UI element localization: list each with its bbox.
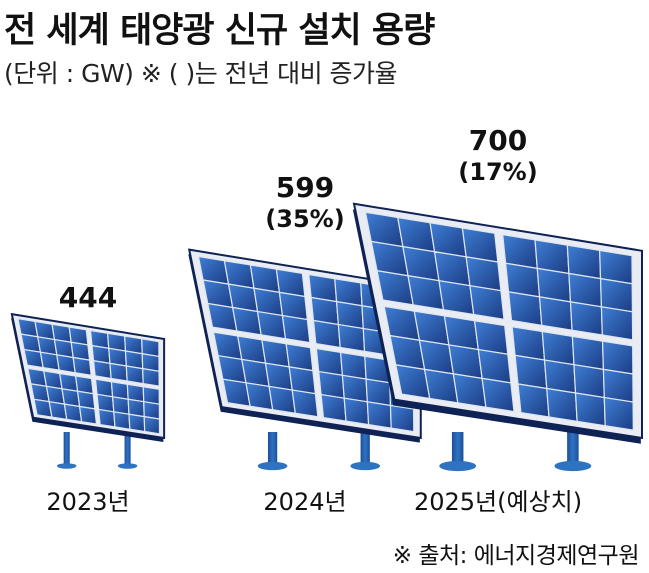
panel-cell [517, 383, 550, 418]
panel-cell [256, 310, 287, 340]
panel-cell [320, 393, 347, 422]
panel-post-foot [350, 461, 381, 471]
panel-cell [573, 363, 605, 399]
panel-cell [231, 306, 262, 336]
panel-post [360, 432, 370, 464]
panel-cell [477, 348, 512, 384]
panel-cell [63, 403, 83, 423]
category-label: 2024년 [263, 488, 346, 516]
bar-value-label: 444 [59, 281, 117, 314]
category-label: 2023년 [46, 488, 129, 516]
panel-cell [481, 377, 515, 413]
panel-cell [143, 415, 161, 435]
panel-cell [125, 365, 144, 385]
panel-cell [56, 354, 76, 374]
panel-post-foot [257, 461, 288, 471]
panel-cell [601, 340, 634, 375]
panel-cell [78, 405, 98, 425]
panel-cell [341, 374, 368, 403]
panel-cell [602, 368, 634, 403]
panel-cell [337, 323, 366, 353]
panel-post [63, 432, 70, 464]
panel-cell [452, 373, 487, 408]
panel-cell [72, 356, 92, 376]
panel-cell [268, 385, 296, 414]
panel-cell [574, 392, 606, 427]
panel-cell [365, 378, 392, 407]
panel-cell [541, 330, 575, 366]
panel-cell [538, 296, 573, 331]
category-label: 2025년(예상치) [414, 488, 582, 516]
panel-cell [514, 354, 548, 390]
bar-value-label: 700 [469, 124, 527, 157]
panel-cell [407, 274, 445, 311]
panel-post [267, 432, 278, 464]
panel-post [567, 432, 579, 464]
source-note: ※ 출처: 에너지경제연구원 [392, 543, 640, 569]
panel-cell [389, 404, 415, 433]
panel-cell [97, 408, 116, 428]
panel-cell [543, 359, 577, 394]
panel-post-foot [439, 460, 477, 472]
panel-cell [366, 401, 392, 429]
panel-post-foot [554, 460, 592, 472]
panel-cell [603, 396, 634, 431]
panel-cell [281, 314, 311, 344]
growth-rate-label: (17%) [458, 158, 537, 186]
panel-cell [438, 279, 475, 316]
panel-cell [511, 326, 546, 361]
panel-cell [469, 284, 505, 321]
panel-cell [546, 387, 578, 423]
panel-cell [109, 362, 128, 382]
chart-subtitle: (단위 : GW) ※ ( )는 전년 대비 증가율 [4, 59, 398, 88]
panel-cell [571, 335, 605, 371]
panel-cell [569, 301, 603, 336]
panel-cell [128, 413, 146, 433]
panel-cell [600, 306, 634, 341]
panel-cell [507, 291, 543, 327]
panel-cell [142, 367, 160, 387]
chart-title: 전 세계 태양광 신규 설치 용량 [4, 11, 435, 51]
panel-cell [92, 360, 112, 380]
bar-value-label: 599 [276, 171, 334, 204]
growth-rate-label: (35%) [265, 205, 344, 233]
panel-cell [291, 389, 319, 418]
panel-post-foot [56, 463, 77, 469]
panel-cell [312, 319, 341, 349]
panel-cell [599, 277, 633, 313]
panel-cell [113, 411, 131, 430]
panel-post [451, 432, 464, 464]
panel-post-foot [117, 463, 138, 469]
panel-cell [343, 397, 370, 426]
panel-post [124, 432, 131, 464]
